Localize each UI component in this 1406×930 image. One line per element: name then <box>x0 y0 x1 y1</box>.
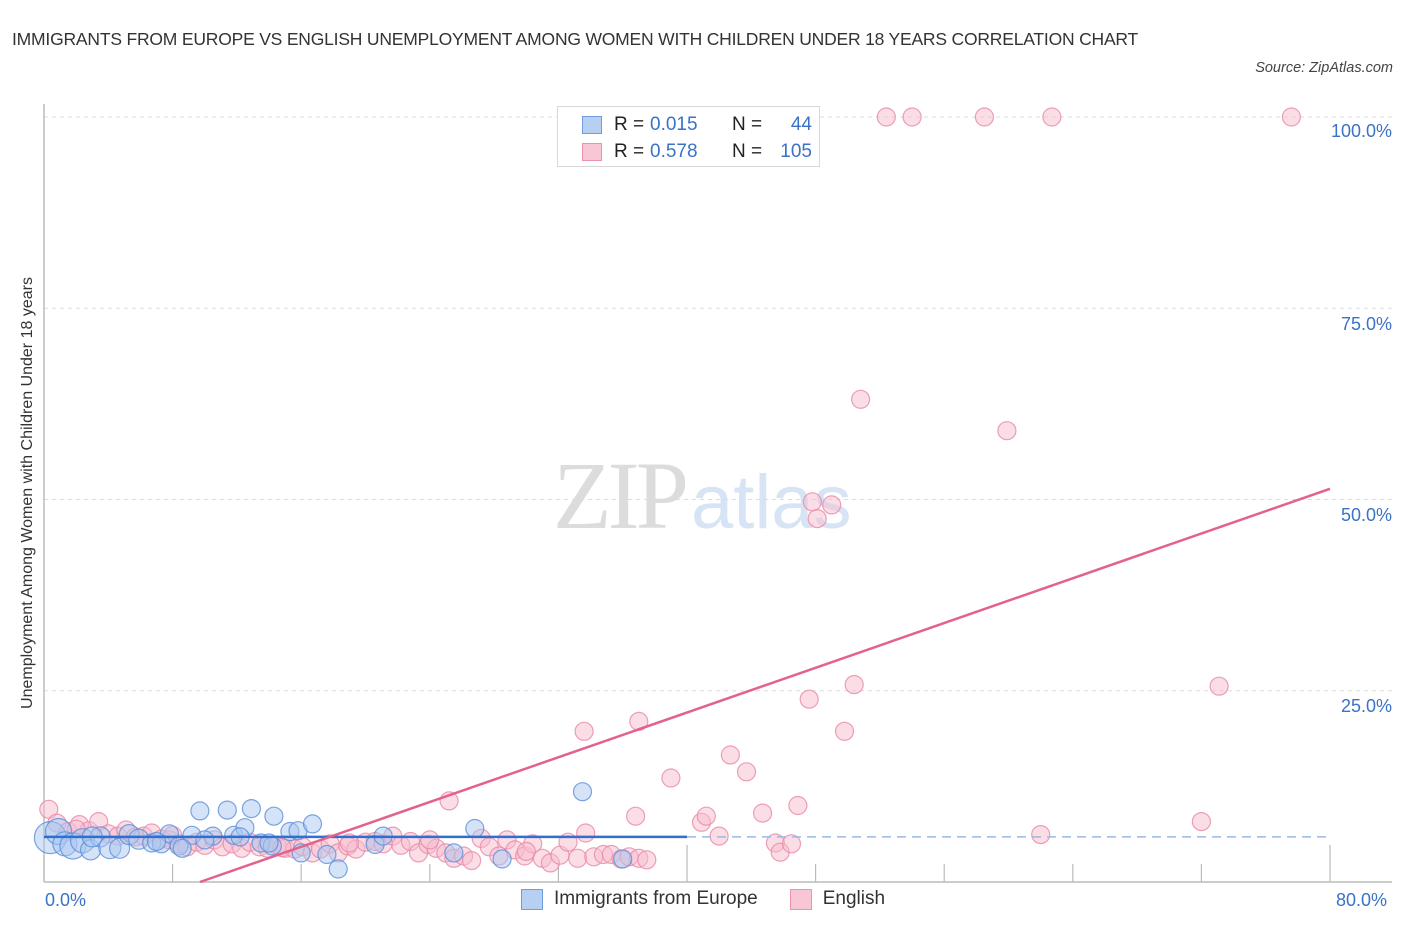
y-tick-75: 75.0% <box>1340 314 1392 334</box>
data-point[interactable] <box>902 107 922 127</box>
trend-lines <box>44 487 1331 884</box>
data-point[interactable] <box>850 389 871 409</box>
data-point[interactable] <box>997 421 1017 441</box>
r-label: R = <box>614 141 645 162</box>
english-points <box>39 107 1302 873</box>
r-label: R = <box>614 114 645 135</box>
data-point[interactable] <box>339 833 359 853</box>
data-point[interactable] <box>574 721 594 741</box>
data-point[interactable] <box>146 831 167 852</box>
data-point[interactable] <box>465 818 485 839</box>
data-point[interactable] <box>613 849 633 869</box>
x-tick-min: 0.0% <box>45 890 87 910</box>
data-point[interactable] <box>807 508 827 529</box>
n-value: 105 <box>780 141 812 162</box>
source-credit: Source: ZipAtlas.com <box>1255 60 1393 76</box>
data-point[interactable] <box>328 859 348 879</box>
legend-label: Immigrants from Europe <box>553 888 758 909</box>
data-point[interactable] <box>302 814 323 834</box>
pink-swatch-icon <box>582 143 602 161</box>
y-tick-25: 25.0% <box>1340 696 1392 716</box>
data-point[interactable] <box>568 848 588 868</box>
data-point[interactable] <box>1281 107 1302 127</box>
data-point[interactable] <box>241 798 261 819</box>
data-point[interactable] <box>788 795 808 816</box>
legend-label: English <box>822 888 886 909</box>
data-point[interactable] <box>625 806 646 826</box>
stats-row-english: R = 0.578 N = 105 <box>582 139 812 165</box>
data-point[interactable] <box>1042 107 1062 127</box>
legend-item-immigrants-from-europe[interactable]: Immigrants from Europe <box>520 888 758 910</box>
y-tick-100: 100.0% <box>1330 121 1392 141</box>
data-point[interactable] <box>822 495 842 515</box>
data-point[interactable] <box>317 844 337 865</box>
data-point[interactable] <box>974 107 995 127</box>
data-point[interactable] <box>1191 811 1212 832</box>
axes <box>43 104 1392 883</box>
data-point[interactable] <box>834 721 855 741</box>
data-point[interactable] <box>661 768 681 788</box>
data-point[interactable] <box>264 806 284 826</box>
data-point[interactable] <box>195 830 215 850</box>
data-point[interactable] <box>576 823 596 843</box>
data-point[interactable] <box>696 806 716 826</box>
data-point[interactable] <box>781 834 802 854</box>
data-point[interactable] <box>190 801 210 821</box>
data-point[interactable] <box>1209 676 1229 696</box>
n-value: 44 <box>790 114 812 135</box>
data-point[interactable] <box>720 745 741 765</box>
data-point[interactable] <box>876 107 896 127</box>
data-point[interactable] <box>799 689 819 709</box>
data-point[interactable] <box>709 826 729 846</box>
n-label: N = <box>732 114 763 135</box>
blue-swatch-icon <box>582 116 602 134</box>
blue-square-icon <box>520 888 543 910</box>
data-point[interactable] <box>516 841 536 862</box>
data-point[interactable] <box>1031 824 1051 845</box>
data-point[interactable] <box>736 762 757 782</box>
data-point[interactable] <box>172 838 192 858</box>
legend: Immigrants from Europe English <box>0 888 1406 910</box>
chart-title: IMMIGRANTS FROM EUROPE VS ENGLISH UNEMPL… <box>12 29 1139 49</box>
data-point[interactable] <box>637 850 657 870</box>
x-tick-max: 80.0% <box>1336 890 1388 910</box>
pink-trend-line <box>199 487 1331 884</box>
data-point[interactable] <box>844 674 864 695</box>
r-value: 0.578 <box>650 141 698 162</box>
data-point[interactable] <box>462 850 482 871</box>
data-point[interactable] <box>802 492 823 512</box>
y-axis-label: Unemployment Among Women with Children U… <box>19 277 36 709</box>
r-value: 0.015 <box>650 114 698 135</box>
data-point[interactable] <box>259 833 279 853</box>
y-tick-50: 50.0% <box>1340 505 1392 525</box>
stats-box: R = 0.015 N = 44 R = 0.578 N = 105 <box>557 106 820 167</box>
gridlines <box>44 116 1392 692</box>
data-point[interactable] <box>492 849 512 869</box>
data-point[interactable] <box>444 843 464 863</box>
data-point[interactable] <box>217 800 237 820</box>
data-point[interactable] <box>752 803 773 823</box>
data-point[interactable] <box>420 830 440 850</box>
n-label: N = <box>732 141 763 162</box>
data-point[interactable] <box>572 782 593 802</box>
pink-square-icon <box>789 888 812 910</box>
legend-item-english[interactable]: English <box>789 888 886 910</box>
stats-row-immigrants: R = 0.015 N = 44 <box>582 112 812 138</box>
